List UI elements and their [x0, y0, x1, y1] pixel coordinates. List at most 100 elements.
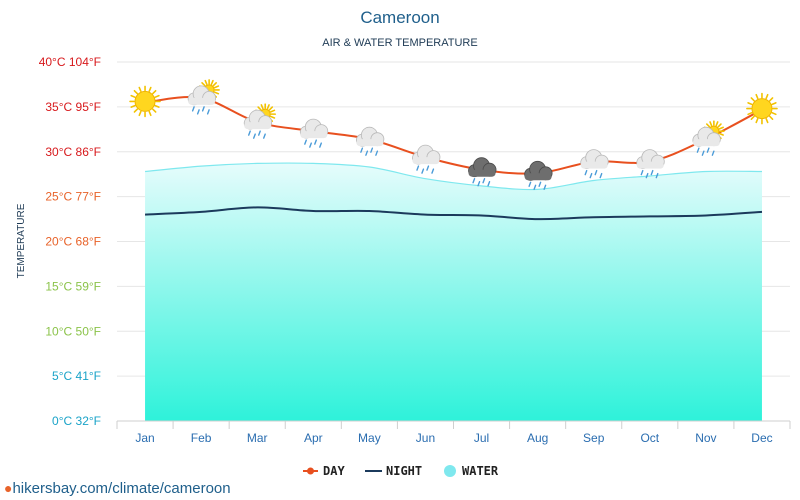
rain-drop — [196, 109, 200, 115]
source-link[interactable]: ●hikersbay.com/climate/cameroon — [4, 480, 231, 497]
sun-ray — [154, 104, 160, 108]
sun-ray — [260, 104, 264, 110]
x-axis — [116, 420, 791, 429]
sun-ray — [138, 86, 142, 93]
legend-water-marker — [444, 465, 456, 477]
rain-drop — [482, 177, 486, 184]
x-tick-label: Nov — [695, 431, 716, 445]
rain-drop — [711, 150, 715, 156]
sun-ray — [154, 94, 160, 98]
y-tick-label: 40°C 104°F — [39, 55, 101, 69]
cloud-base — [356, 139, 384, 147]
rain-drop — [426, 165, 430, 171]
x-tick-label: May — [358, 431, 381, 445]
sun-ray — [709, 121, 713, 127]
sun-ray — [747, 102, 753, 106]
rain-drop — [584, 169, 588, 176]
cloud-base — [188, 97, 216, 105]
day-line — [144, 96, 763, 175]
rain-drop — [706, 147, 710, 153]
rain-drop — [594, 169, 598, 176]
rain-drop — [645, 172, 649, 179]
water-line — [144, 162, 763, 191]
x-tick-label: Feb — [191, 431, 212, 445]
rain-drop — [201, 106, 205, 112]
x-tick-label: Oct — [640, 431, 659, 445]
storm-cloud-rain-icon — [524, 160, 553, 190]
rain-drop — [416, 165, 420, 171]
sun-ray — [718, 132, 724, 136]
rain-drop — [543, 184, 547, 190]
storm-cloud-rain-icon — [468, 157, 497, 187]
sun-ray — [750, 97, 755, 102]
rain-drop — [487, 180, 491, 187]
sun-ray — [718, 126, 724, 130]
x-tick-label: Sep — [583, 431, 605, 445]
sun-ray — [130, 94, 136, 98]
sun-ray — [133, 108, 139, 113]
cloud-base — [468, 169, 496, 177]
x-tick-label: Mar — [247, 431, 268, 445]
sun-ray — [212, 82, 217, 87]
sun-ray — [269, 115, 276, 119]
sun-ray — [266, 104, 270, 110]
x-tick-label: Jan — [135, 431, 154, 445]
rain-drop — [253, 133, 256, 139]
rain-drop — [696, 147, 700, 153]
rain-drop — [191, 106, 195, 112]
rain-drop — [650, 169, 654, 176]
sun-ray — [138, 110, 142, 117]
sun-ray — [771, 111, 777, 116]
night-series — [144, 206, 763, 221]
sun-ray — [715, 121, 719, 127]
sun-ray — [750, 115, 755, 120]
sun-disc — [751, 98, 773, 120]
location-pin-icon: ● — [4, 480, 13, 496]
y-tick-label: 20°C 68°F — [45, 235, 101, 249]
rain-drop — [375, 150, 379, 156]
legend-day: DAY — [303, 464, 345, 478]
sun-ray — [148, 110, 152, 117]
legend-night-label: NIGHT — [386, 464, 422, 478]
sun-ray — [148, 86, 152, 93]
legend-water: WATER — [444, 464, 499, 478]
sun-cloud-rain-icon — [243, 103, 277, 139]
rain-drop — [319, 142, 322, 148]
night-line — [144, 206, 763, 221]
legend-day-label: DAY — [323, 464, 345, 478]
sun-ray — [268, 106, 274, 111]
sun-ray — [130, 104, 136, 108]
x-tick-labels: Jan Feb Mar Apr May Jun Jul Aug Sep Oct Nov Dec — [135, 431, 772, 445]
cloud-base — [524, 173, 552, 181]
sun-ray — [755, 93, 759, 100]
source-link-text: hikersbay.com/climate/cameroon — [12, 480, 231, 497]
rain-drop — [248, 130, 251, 136]
rain-drop — [640, 169, 644, 176]
cloud-rain-icon — [355, 126, 385, 156]
x-tick-label: Jul — [474, 431, 489, 445]
sun-ray — [201, 82, 206, 87]
y-tick-label: 10°C 50°F — [45, 324, 101, 338]
y-tick-label: 30°C 86°F — [45, 145, 101, 159]
rain-drop — [472, 177, 476, 184]
rain-drop — [528, 181, 532, 187]
x-tick-label: Aug — [527, 431, 548, 445]
water-area — [144, 162, 763, 422]
chart-subtitle: AIR & WATER TEMPERATURE — [322, 37, 477, 49]
x-tick-label: Apr — [304, 431, 323, 445]
weather-icons — [129, 79, 778, 190]
rain-drop — [599, 172, 603, 179]
sun-ray — [768, 97, 774, 102]
legend: DAY NIGHT WATER — [303, 464, 499, 478]
y-tick-label: 15°C 59°F — [45, 279, 101, 293]
sun-ray — [747, 111, 753, 116]
rain-drop — [370, 147, 374, 153]
sun-ray — [269, 109, 276, 113]
sun-disc — [134, 90, 156, 112]
rain-drop — [304, 139, 307, 145]
rain-drop — [360, 147, 364, 153]
cloud-rain-icon — [412, 144, 441, 174]
cloud-base — [692, 139, 720, 147]
sun-icon — [746, 92, 778, 125]
